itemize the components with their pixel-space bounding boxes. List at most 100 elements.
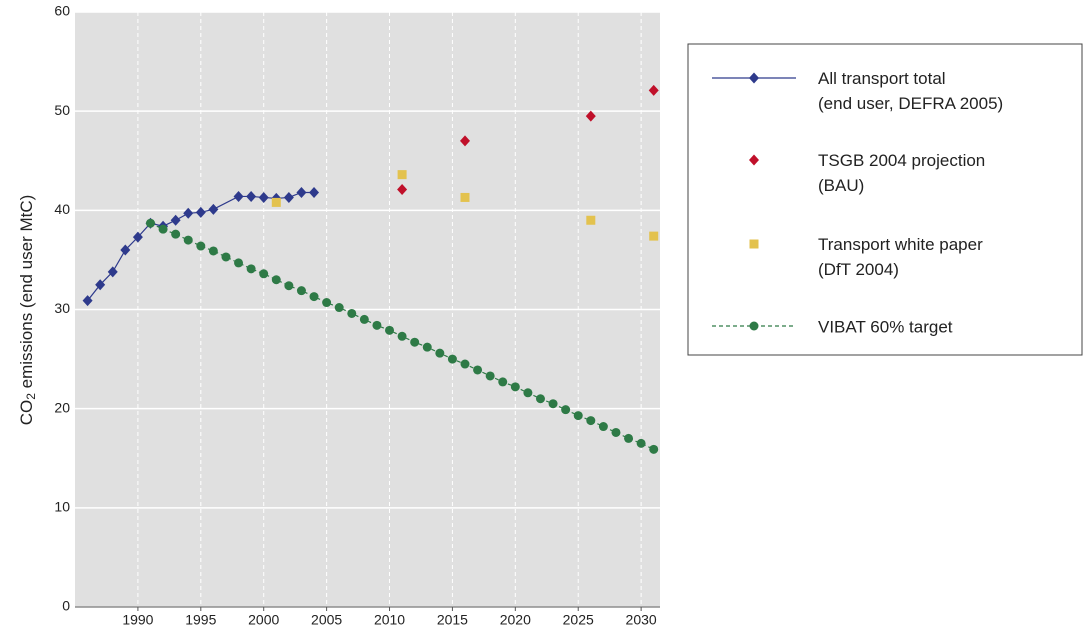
marker [183, 235, 193, 245]
marker [296, 186, 307, 198]
y-tick-label: 50 [54, 102, 70, 118]
marker [107, 266, 118, 278]
marker [208, 203, 219, 215]
legend-label-line: (BAU) [818, 176, 864, 195]
marker [611, 427, 621, 437]
y-axis-label: CO2 emissions (end user MtC) [17, 195, 38, 426]
marker [498, 377, 508, 387]
marker [548, 399, 558, 409]
marker [259, 269, 269, 279]
marker [258, 191, 269, 203]
legend-label: Transport white paper (DfT 2004) [818, 235, 983, 279]
marker [208, 246, 218, 256]
y-label-rest: emissions (end user MtC) [17, 195, 36, 393]
marker [473, 365, 483, 375]
marker [171, 229, 181, 239]
marker [158, 224, 168, 234]
marker [183, 207, 194, 219]
marker [347, 308, 357, 318]
y-tick-label: 30 [54, 300, 70, 316]
legend-marker [749, 321, 759, 331]
marker [221, 252, 231, 262]
legend-box [687, 43, 1083, 356]
marker [284, 281, 294, 291]
marker [233, 190, 244, 202]
marker [322, 298, 332, 308]
marker [397, 184, 408, 196]
legend-label: All transport total (end user, DEFRA 2005… [818, 69, 1003, 113]
marker [82, 295, 93, 307]
marker [95, 279, 106, 291]
marker [586, 416, 596, 426]
marker [649, 231, 659, 241]
marker [585, 110, 596, 122]
legend-marker [749, 239, 759, 249]
legend-label-line: TSGB 2004 projection [818, 151, 985, 170]
marker [271, 275, 281, 285]
marker [648, 84, 659, 96]
marker [649, 444, 659, 454]
marker [485, 371, 495, 381]
y-tick-label: 40 [54, 201, 70, 217]
marker [120, 244, 131, 256]
x-tick-label: 2005 [311, 612, 342, 628]
marker [586, 215, 596, 225]
legend-marker [749, 154, 759, 166]
x-tick-label: 2030 [626, 612, 657, 628]
legend-label: VIBAT 60% target [818, 317, 953, 336]
marker [283, 191, 294, 203]
marker [359, 314, 369, 324]
marker [334, 303, 344, 313]
x-tick-label: 2015 [437, 612, 468, 628]
marker [561, 405, 571, 415]
marker [170, 214, 181, 226]
legend-label-line: All transport total [818, 69, 946, 88]
x-tick-label: 1990 [122, 612, 153, 628]
marker [397, 331, 407, 341]
marker [510, 382, 520, 392]
legend-label-line: (end user, DEFRA 2005) [818, 94, 1003, 113]
y-tick-label: 20 [54, 399, 70, 415]
y-label-main: CO [17, 400, 36, 426]
marker [636, 438, 646, 448]
legend-label-line: (DfT 2004) [818, 260, 899, 279]
x-tick-label: 2020 [500, 612, 531, 628]
marker [397, 170, 407, 180]
marker [573, 411, 583, 421]
marker [410, 337, 420, 347]
x-tick-label: 2025 [563, 612, 594, 628]
marker [435, 348, 445, 358]
x-tick-label: 2010 [374, 612, 405, 628]
y-label-sub: 2 [24, 393, 38, 400]
x-tick-label: 1995 [185, 612, 216, 628]
marker [196, 241, 206, 251]
y-tick-label: 0 [62, 598, 70, 614]
marker [195, 206, 206, 218]
marker [372, 320, 382, 330]
legend-marker [749, 72, 759, 84]
legend-entry: Transport white paper (DfT 2004) [818, 235, 983, 279]
marker [246, 190, 257, 202]
marker [309, 292, 319, 302]
legend-entry: VIBAT 60% target [818, 317, 953, 336]
legend-entry: All transport total (end user, DEFRA 2005… [818, 69, 1003, 113]
marker [460, 192, 470, 202]
marker [385, 325, 395, 335]
marker [624, 433, 634, 443]
marker [523, 388, 533, 398]
marker [296, 286, 306, 296]
marker [460, 135, 470, 147]
marker [145, 218, 155, 228]
marker [535, 394, 545, 404]
legend-label: TSGB 2004 projection (BAU) [818, 151, 985, 195]
marker [447, 354, 457, 364]
marker [132, 231, 143, 243]
x-tick-label: 2000 [248, 612, 279, 628]
marker [271, 197, 281, 207]
legend-entry: TSGB 2004 projection (BAU) [818, 151, 985, 195]
marker [460, 359, 470, 369]
legend-label-line: Transport white paper [818, 235, 983, 254]
marker [598, 422, 608, 432]
marker [246, 264, 256, 274]
